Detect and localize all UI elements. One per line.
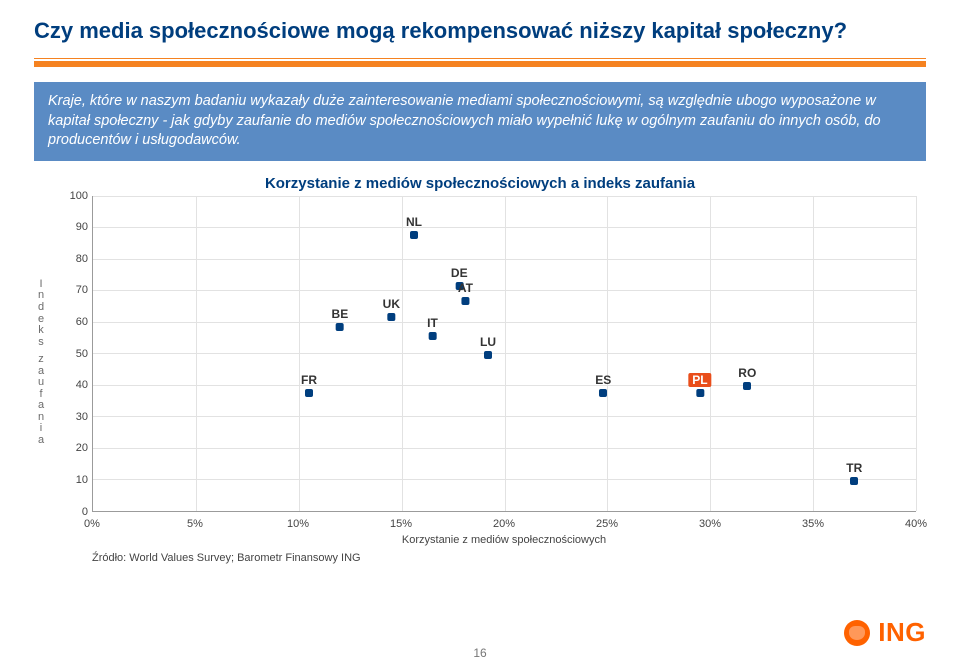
y-tick-label: 10 [52,474,88,486]
x-axis-label: Korzystanie z mediów społecznościowych [92,534,916,546]
y-tick-label: 70 [52,284,88,296]
chart-title: Korzystanie z mediów społecznościowych a… [34,175,926,192]
y-tick-label: 50 [52,348,88,360]
data-point: RO [738,366,756,390]
x-tick-label: 20% [493,518,515,530]
data-point: AT [458,281,473,305]
y-tick-label: 20 [52,442,88,454]
y-tick-label: 90 [52,221,88,233]
x-tick-label: 40% [905,518,927,530]
x-tick-label: 15% [390,518,412,530]
brand-word: ING [878,617,926,648]
y-tick-label: 0 [52,506,88,518]
x-tick-label: 10% [287,518,309,530]
page-number: 16 [473,646,486,660]
y-tick-label: 40 [52,379,88,391]
data-point: BE [332,307,349,331]
y-axis-label: Indekszaufania [34,196,48,530]
brand-logo: ING [844,617,926,648]
x-tick-label: 25% [596,518,618,530]
x-tick-labels: 0%5%10%15%20%25%30%35%40% [92,514,916,528]
data-point: LU [480,335,496,359]
plot-area: NLDEATUKBEITLUFRESPLROTR [92,196,916,512]
y-tick-label: 80 [52,253,88,265]
x-tick-label: 35% [802,518,824,530]
y-tick-label: 30 [52,411,88,423]
x-tick-label: 5% [187,518,203,530]
data-point: IT [427,316,438,340]
y-tick-label: 60 [52,316,88,328]
data-point: TR [846,461,862,485]
x-tick-label: 0% [84,518,100,530]
data-point: UK [383,297,400,321]
lion-icon [844,620,870,646]
divider [34,58,926,72]
source-text: Źródło: World Values Survey; Barometr Fi… [92,552,361,564]
page-title: Czy media społecznościowe mogą rekompens… [34,18,926,44]
callout-box: Kraje, które w naszym badaniu wykazały d… [34,82,926,161]
x-tick-label: 30% [699,518,721,530]
chart: Indekszaufania NLDEATUKBEITLUFRESPLROTR … [34,196,926,566]
data-point: DE [451,266,468,290]
